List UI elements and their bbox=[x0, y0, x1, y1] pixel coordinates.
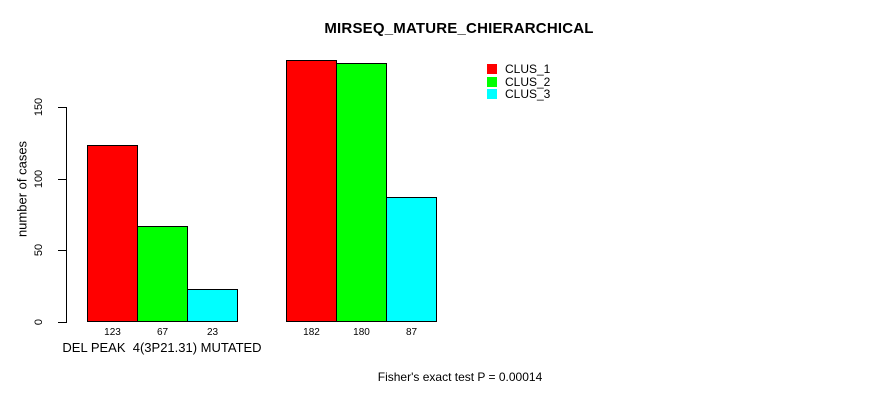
bar-clus3-group1 bbox=[187, 289, 238, 322]
bar-value-label: 180 bbox=[353, 327, 370, 338]
legend-swatch-clus3 bbox=[487, 89, 497, 100]
legend-item-clus3: CLUS_3 bbox=[487, 88, 550, 101]
legend-swatch-clus1 bbox=[487, 64, 497, 75]
legend-swatch-clus2 bbox=[487, 76, 497, 87]
legend-item-clus1: CLUS_1 bbox=[487, 63, 550, 76]
legend-item-clus2: CLUS_2 bbox=[487, 76, 550, 89]
y-axis-tick-label-150: 150 bbox=[33, 97, 45, 117]
stat-annotation: Fisher's exact test P = 0.00014 bbox=[377, 370, 543, 384]
bar-clus3-group2 bbox=[386, 197, 437, 322]
y-axis-tick-150 bbox=[58, 107, 66, 108]
x-axis-group-label: DEL PEAK 4(3P21.31) MUTATED bbox=[62, 340, 262, 355]
legend-label-clus3: CLUS_3 bbox=[505, 87, 551, 102]
page-title: MIRSEQ_MATURE_CHIERARCHICAL bbox=[324, 20, 594, 37]
y-axis-tick-100 bbox=[58, 179, 66, 180]
y-axis-tick-label-0: 0 bbox=[33, 318, 45, 326]
bar-value-label: 23 bbox=[206, 327, 219, 338]
y-axis-tick-label-100: 100 bbox=[33, 169, 45, 189]
bar-value-label: 123 bbox=[104, 327, 121, 338]
y-axis-tick-0 bbox=[58, 322, 66, 323]
legend: CLUS_1 CLUS_2 CLUS_3 bbox=[487, 63, 550, 101]
bar-clus1-group2 bbox=[286, 60, 337, 322]
y-axis-label: number of cases bbox=[14, 140, 30, 238]
y-axis-tick-label-50: 50 bbox=[33, 243, 45, 257]
legend-label-clus1: CLUS_1 bbox=[505, 62, 551, 77]
bar-clus2-group1 bbox=[137, 226, 188, 322]
legend-label-clus2: CLUS_2 bbox=[505, 74, 551, 89]
bar-clus1-group1 bbox=[87, 145, 138, 322]
y-axis-tick-50 bbox=[58, 250, 66, 251]
bar-value-label: 87 bbox=[405, 327, 418, 338]
bar-value-label: 67 bbox=[156, 327, 169, 338]
bar-value-label: 182 bbox=[303, 327, 320, 338]
bar-clus2-group2 bbox=[336, 63, 387, 322]
y-axis-line bbox=[66, 107, 67, 323]
